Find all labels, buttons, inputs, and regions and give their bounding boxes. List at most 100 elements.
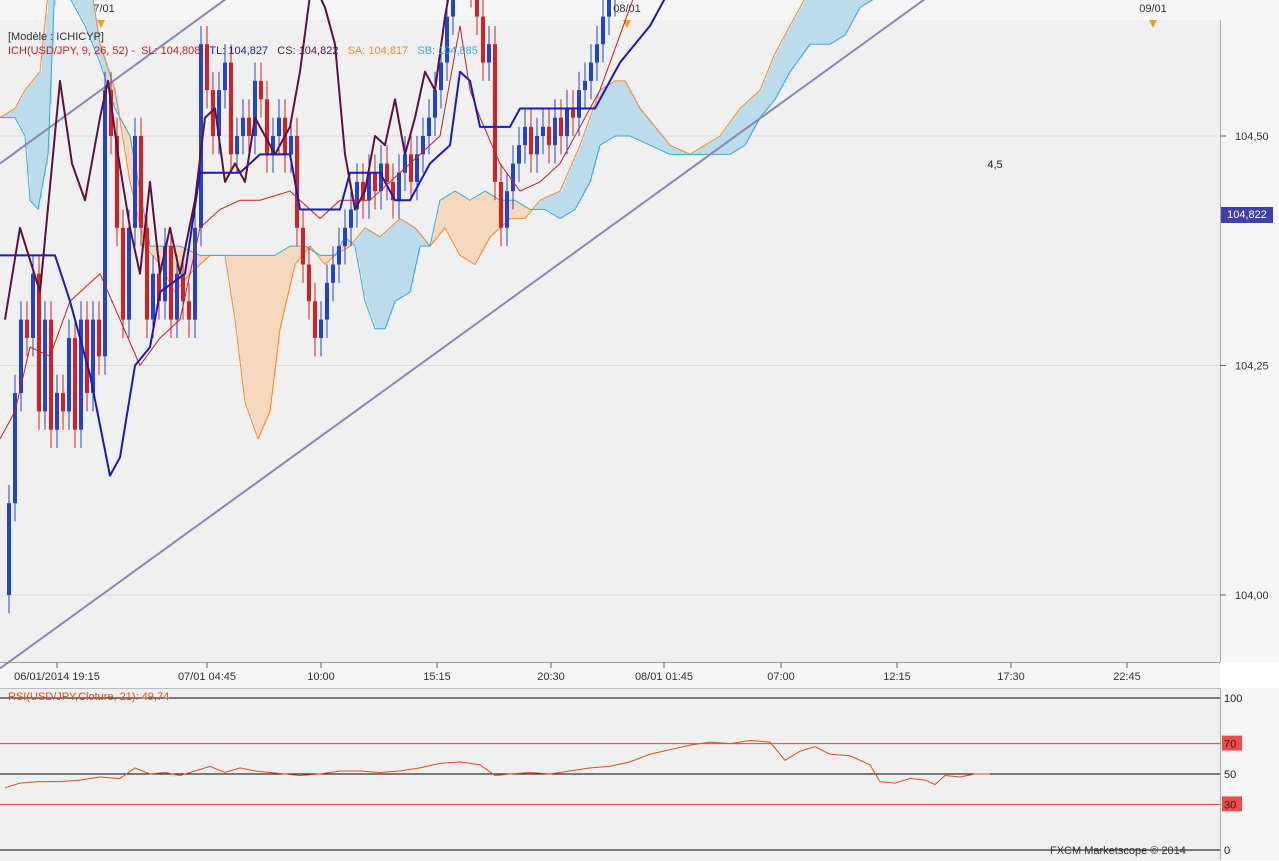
cloud-slice (518, 202, 520, 219)
cloud-slice (254, 255, 256, 427)
cloud-slice (752, 97, 754, 132)
cloud-slice (596, 101, 598, 160)
cloud-slice (34, 79, 36, 205)
cloud-slice (770, 66, 772, 106)
cloud-slice (248, 255, 250, 410)
cloud-slice (786, 33, 788, 79)
cloud-slice (654, 126, 656, 147)
cloud-slice (582, 140, 584, 197)
candle-body (31, 274, 35, 338)
cloud-slice (460, 194, 462, 255)
top-date-label: 09/01 (1139, 3, 1167, 15)
cloud-slice (572, 164, 574, 212)
cloud-slice (800, 7, 802, 57)
legend-prefix: ICH(USD/JPY, 9, 26, 52) - (8, 45, 135, 57)
candle-body (151, 274, 155, 320)
y-tick-label: 104,00 (1235, 590, 1269, 602)
cloud-slice (610, 84, 612, 139)
rsi-tick-label: 100 (1224, 693, 1242, 705)
cloud-slice (272, 255, 274, 395)
candle-body (385, 164, 389, 182)
cloud-slice (8, 113, 10, 118)
cloud-slice (766, 75, 768, 110)
cloud-slice (764, 80, 766, 112)
cloud-slice (818, 0, 820, 44)
candle-body (331, 265, 335, 283)
cloud-slice (360, 234, 362, 274)
cloud-slice (636, 101, 638, 139)
cloud-slice (844, 0, 846, 36)
candle-body (517, 145, 521, 163)
cloud-slice (846, 0, 848, 33)
cloud-slice (22, 96, 24, 131)
cloud-slice (702, 147, 704, 154)
cloud-slice (516, 201, 518, 219)
candle-body (187, 301, 191, 319)
cloud-slice (774, 56, 776, 101)
cloud-slice (748, 101, 750, 140)
cloud-slice (620, 81, 622, 136)
cloud-slice (398, 220, 400, 299)
cloud-slice (842, 0, 844, 37)
cloud-slice (734, 117, 736, 152)
candle-body (193, 228, 197, 320)
cloud-slice (32, 82, 34, 203)
cloud-slice (152, 246, 154, 255)
cloud-slice (626, 83, 628, 136)
cloud-slice (10, 112, 12, 118)
cloud-slice (394, 224, 396, 304)
cloud-slice (744, 105, 746, 146)
cloud-slice (558, 192, 560, 217)
cloud-slice (548, 197, 550, 212)
cloud-slice (778, 48, 780, 94)
cloud-slice (640, 108, 642, 140)
cloud-slice (768, 71, 770, 108)
cloud-slice (698, 149, 700, 154)
candle-body (301, 228, 305, 265)
candle-body (49, 320, 53, 430)
candle-body (481, 17, 485, 63)
cloud-slice (648, 118, 650, 144)
cloud-slice (364, 229, 366, 296)
cloud-slice (578, 150, 580, 204)
candle-body (139, 136, 143, 228)
cloud-slice (80, 0, 82, 17)
cloud-slice (384, 233, 386, 328)
candle-body (229, 63, 233, 155)
cloud-slice (86, 0, 88, 28)
x-tick-label: 12:15 (883, 671, 911, 683)
candle-body (541, 127, 545, 136)
rsi-line (5, 741, 990, 788)
cloud-slice (440, 200, 442, 234)
annotation-label: 4,5 (987, 159, 1002, 171)
cloud-slice (642, 111, 644, 142)
candle-body (529, 127, 533, 155)
cloud-slice (494, 197, 496, 234)
cloud-slice (540, 200, 542, 209)
cloud-slice (564, 182, 566, 216)
cloud-slice (444, 198, 446, 229)
cloud-slice (452, 193, 454, 241)
cloud-slice (382, 235, 384, 329)
candle-body (475, 0, 479, 17)
cloud-slice (358, 236, 360, 262)
cloud-slice (632, 94, 634, 137)
cloud-slice (576, 154, 578, 207)
cloud-slice (266, 255, 268, 420)
cloud-slice (552, 195, 554, 214)
legend-sl: SL: 104,808 (141, 45, 200, 57)
candle-body (19, 320, 23, 393)
cloud-slice (812, 0, 814, 44)
candle-body (397, 173, 401, 201)
cloud-slice (588, 123, 590, 185)
cloud-slice (42, 52, 44, 187)
cloud-slice (386, 231, 388, 326)
cloud-slice (484, 192, 486, 248)
cloud-slice (758, 92, 760, 121)
cloud-slice (544, 198, 546, 209)
cloud-slice (370, 231, 372, 315)
rsi-tick-label: 70 (1224, 739, 1236, 751)
cloud-slice (486, 192, 488, 245)
cloud-slice (154, 246, 156, 257)
